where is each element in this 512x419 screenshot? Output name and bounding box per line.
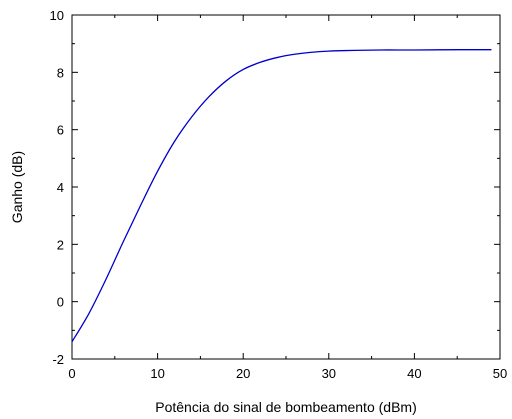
y-tick-label: 4 <box>57 180 64 195</box>
x-tick-label: 20 <box>236 366 250 381</box>
y-axis-title: Ganho (dB) <box>9 151 25 223</box>
series-line <box>71 49 492 343</box>
y-tick-label: -2 <box>52 352 64 367</box>
x-tick-label: 40 <box>407 366 421 381</box>
y-tick-label: 0 <box>57 295 64 310</box>
x-tick-label: 50 <box>493 366 507 381</box>
y-tick-label: 6 <box>57 123 64 138</box>
x-tick-label: 30 <box>322 366 336 381</box>
x-tick-label: 10 <box>150 366 164 381</box>
axis-tick-labels: 0 10 20 30 40 50 -2 0 2 4 6 8 10 <box>50 8 508 381</box>
x-tick-label: 0 <box>68 366 75 381</box>
y-tick-label: 8 <box>57 65 64 80</box>
y-tick-label: 2 <box>57 237 64 252</box>
y-tick-label: 10 <box>50 8 64 23</box>
axis-ticks <box>71 14 501 360</box>
plot-frame <box>71 14 501 360</box>
x-axis-title: Potência do sinal de bombeamento (dBm) <box>155 399 416 415</box>
